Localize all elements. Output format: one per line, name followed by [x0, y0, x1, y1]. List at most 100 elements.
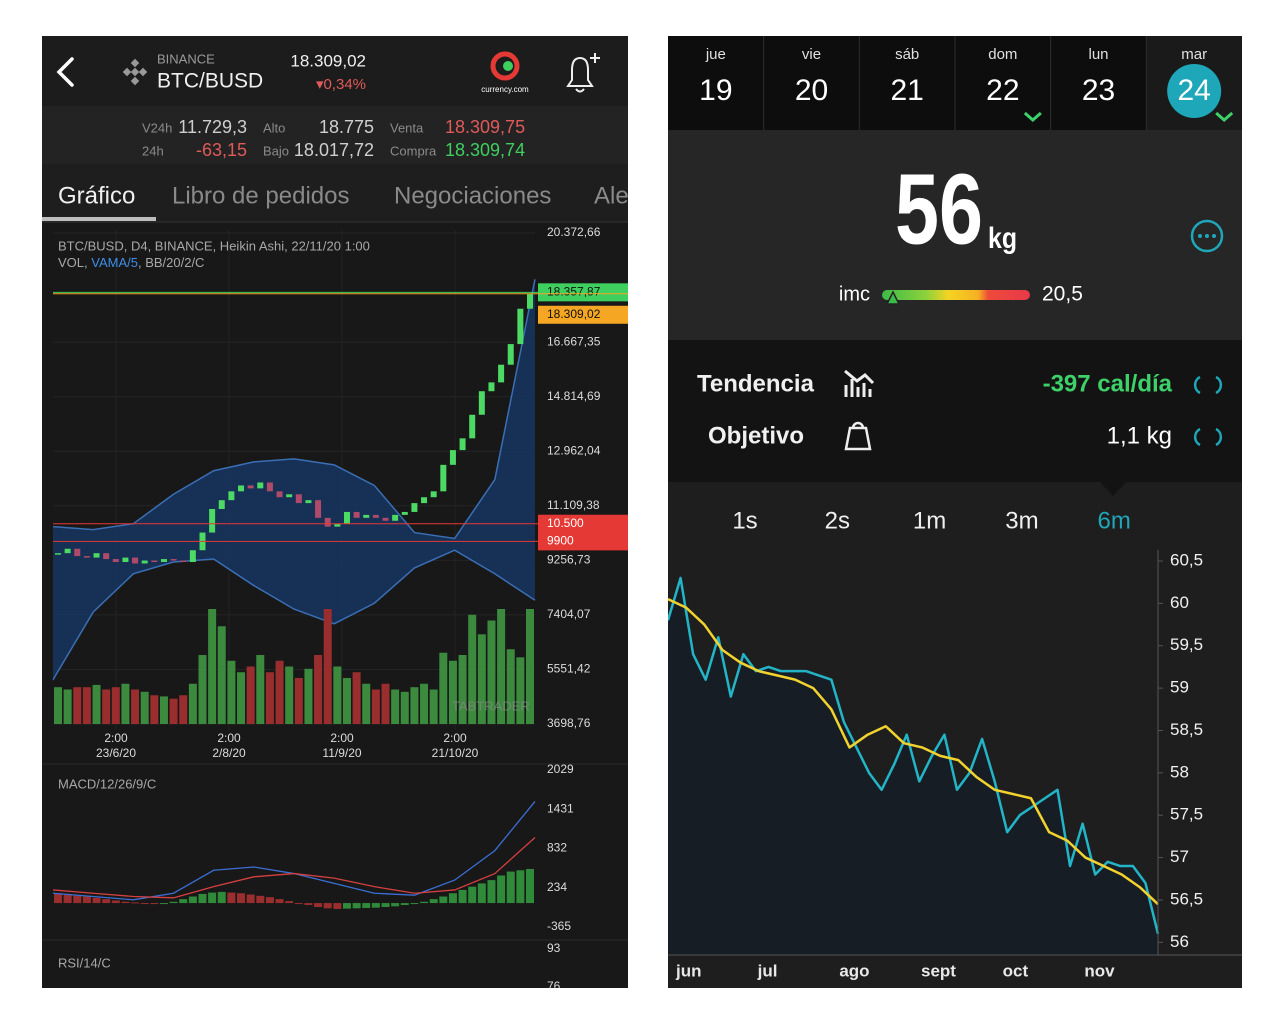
refresh-icon[interactable]: [1193, 375, 1223, 395]
candle: [411, 503, 418, 512]
tab-bar: [42, 164, 628, 222]
macd-bar: [150, 903, 159, 905]
macd-bar: [121, 901, 130, 904]
macd-bar: [256, 895, 265, 904]
broker-logo: [490, 51, 520, 81]
range-tab[interactable]: 1m: [913, 507, 946, 534]
price-tag: [538, 305, 628, 324]
macd-bar: [198, 893, 207, 904]
exchange: BINANCE: [157, 51, 215, 66]
volume-bar: [323, 609, 332, 724]
y-tick-label: 16.667,35: [547, 334, 601, 348]
y-tick-label: 59,5: [1170, 635, 1203, 654]
candle: [276, 491, 283, 498]
stat-label: Alto: [263, 120, 285, 135]
more-dot: [1205, 234, 1209, 238]
day-of-week[interactable]: lun: [1088, 46, 1108, 63]
macd-bar: [102, 899, 111, 904]
macd-bar: [217, 891, 226, 904]
candle: [363, 514, 370, 518]
volume-bar: [497, 609, 506, 724]
stat-value: 18.309,75: [445, 117, 525, 137]
macd-signal: [52, 836, 536, 899]
tab[interactable]: Libro de pedidos: [172, 182, 349, 209]
candle: [122, 557, 129, 563]
y-tick-label: 59: [1170, 678, 1189, 697]
day-of-week[interactable]: mar: [1181, 46, 1207, 63]
x-tick-date: 21/10/20: [432, 746, 479, 760]
volume-bar: [487, 620, 496, 724]
refresh-icon[interactable]: [1193, 427, 1223, 447]
day-number[interactable]: 24: [1177, 74, 1210, 107]
day-number[interactable]: 19: [699, 74, 732, 107]
range-tab[interactable]: 1s: [732, 507, 757, 534]
stat-label: 24h: [142, 143, 164, 158]
macd-bar: [54, 893, 62, 904]
stat-label: Compra: [390, 143, 437, 158]
day-number[interactable]: 21: [890, 74, 923, 107]
range-tab[interactable]: 2s: [825, 507, 850, 534]
macd-bar: [275, 899, 284, 904]
candle: [189, 550, 196, 563]
price: 18.309,02: [290, 51, 366, 70]
tab[interactable]: Gráfico: [58, 182, 135, 209]
y-tick-label: 93: [547, 941, 561, 955]
macd-bar: [169, 901, 178, 904]
y-tick-label: 9256,73: [547, 553, 591, 567]
candle: [324, 517, 331, 527]
day-of-week[interactable]: dom: [988, 46, 1017, 63]
stats-bar: [42, 106, 628, 164]
stat-value: 18.017,72: [294, 140, 374, 160]
macd-bar: [246, 894, 255, 904]
day-number[interactable]: 23: [1082, 74, 1115, 107]
candle: [286, 494, 293, 498]
candle: [170, 559, 177, 561]
y-tick-label: 3698,76: [547, 716, 591, 730]
more-dot: [1212, 234, 1216, 238]
candle: [421, 497, 428, 504]
candle: [449, 450, 456, 465]
x-tick-label: nov: [1084, 961, 1115, 980]
y-tick-label: 2029: [547, 762, 574, 776]
macd-bar: [285, 901, 294, 904]
day-number[interactable]: 22: [986, 74, 1019, 107]
day-of-week[interactable]: jue: [705, 46, 726, 63]
y-tick-label: 5551,42: [547, 662, 591, 676]
day-of-week[interactable]: vie: [802, 46, 821, 63]
range-tab[interactable]: 6m: [1098, 507, 1131, 534]
y-tick-label: 12.962,04: [547, 443, 601, 457]
stat-label: Objetivo: [708, 422, 804, 449]
volume-bar: [198, 655, 207, 724]
volume-bar: [111, 687, 120, 724]
pair: BTC/BUSD: [157, 70, 263, 93]
y-tick-label: 7404,07: [547, 607, 591, 621]
y-tick-label: 60: [1170, 593, 1189, 612]
volume-bar: [506, 649, 515, 724]
tab[interactable]: Negociaciones: [394, 182, 551, 209]
stats-panel: [668, 340, 1242, 482]
stat-value: 1,1 kg: [1107, 422, 1172, 449]
selected-day: [1167, 64, 1222, 118]
back-button[interactable]: [56, 57, 74, 87]
alert-bell[interactable]: [566, 56, 594, 93]
volume-bar: [73, 687, 82, 724]
volume-bar: [208, 609, 217, 724]
macd-bar: [342, 903, 351, 909]
day-of-week[interactable]: sáb: [895, 46, 919, 63]
y-tick-label: 20.372,66: [547, 225, 601, 239]
stat-value: 18.309,74: [445, 140, 525, 160]
goal-icon: [844, 421, 872, 451]
indicator: VOL,: [58, 255, 91, 270]
day-number[interactable]: 20: [795, 74, 828, 107]
range-tab[interactable]: 3m: [1005, 507, 1038, 534]
candle: [151, 560, 158, 563]
more-button[interactable]: [1190, 219, 1224, 253]
candle: [382, 517, 389, 521]
y-tick-label: 832: [547, 841, 567, 855]
exchange-icon: [130, 58, 140, 68]
tab[interactable]: Ale: [594, 182, 629, 209]
stat-value: -397 cal/día: [1043, 370, 1173, 397]
macd-bar: [131, 902, 140, 904]
y-tick-label: 57: [1170, 847, 1189, 866]
